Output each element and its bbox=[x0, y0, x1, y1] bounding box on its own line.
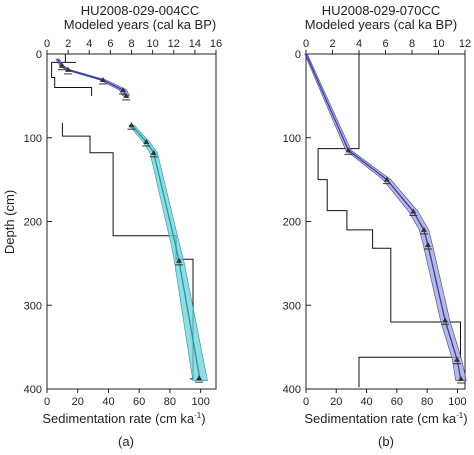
panel-b-ytick-label: 200 bbox=[283, 217, 301, 229]
panel-a-bottom-tick-label: 40 bbox=[102, 396, 114, 408]
panel-b-top-tick-label: 10 bbox=[432, 38, 444, 50]
panel-b-ytick-label: 300 bbox=[283, 300, 301, 312]
panel-a-label: (a) bbox=[118, 434, 134, 449]
panel-b-date-marker bbox=[454, 356, 461, 362]
panel-b-bottom-tick-label: 40 bbox=[360, 396, 372, 408]
panel-a-ytick-label: 0 bbox=[36, 49, 42, 61]
y-axis-label: Depth (cm) bbox=[2, 190, 17, 254]
panel-a: HU2008-029-004CC Modeled years (cal ka B… bbox=[24, 3, 222, 449]
panel-b-ytick-label: 400 bbox=[283, 384, 301, 396]
panel-b-label: (b) bbox=[378, 434, 394, 449]
panel-a-date-marker bbox=[176, 257, 183, 263]
panel-a-age-model-line-1 bbox=[131, 124, 201, 381]
panel-a-sed-rate-step bbox=[51, 54, 93, 96]
panel-a-ytick-label: 300 bbox=[24, 300, 42, 312]
panel-b-sed-rate-step bbox=[317, 54, 461, 388]
panel-b-top-tick-label: 8 bbox=[409, 38, 415, 50]
panel-a-title: HU2008-029-004CC bbox=[81, 3, 200, 18]
panel-b: HU2008-029-070CC Modeled years (cal ka B… bbox=[283, 3, 471, 449]
panel-a-bottom-tick-label: 60 bbox=[133, 396, 145, 408]
panel-b-date-marker bbox=[383, 176, 390, 182]
panel-a-date-marker bbox=[128, 122, 135, 128]
panel-a-top-tick-label: 8 bbox=[128, 38, 134, 50]
panel-b-date-marker bbox=[458, 375, 465, 381]
panel-a-age-envelope-1 bbox=[128, 124, 208, 381]
panel-b-bottom-tick-label: 100 bbox=[448, 396, 466, 408]
panel-b-top-tick-label: 12 bbox=[459, 38, 471, 50]
panel-a-sed-rate-step-lower bbox=[61, 122, 194, 380]
panel-a-date-marker bbox=[58, 62, 65, 68]
panel-a-top-tick-label: 14 bbox=[189, 38, 201, 50]
panel-a-ytick-label: 100 bbox=[24, 133, 42, 145]
panel-a-bottom-tick-label: 100 bbox=[191, 396, 209, 408]
panel-b-top-tick-label: 2 bbox=[329, 38, 335, 50]
panel-b-bottom-tick-label: 20 bbox=[330, 396, 342, 408]
panel-b-top-tick-label: 0 bbox=[303, 38, 309, 50]
panel-a-top-tick-label: 4 bbox=[86, 38, 92, 50]
panel-b-title: HU2008-029-070CC bbox=[322, 3, 441, 18]
panel-a-bottom-tick-label: 20 bbox=[72, 396, 84, 408]
panel-a-date-marker bbox=[120, 87, 127, 93]
panel-b-date-marker bbox=[420, 226, 427, 232]
panel-a-ytick-label: 200 bbox=[24, 217, 42, 229]
panel-b-ytick-label: 0 bbox=[295, 49, 301, 61]
panel-a-ytick-label: 400 bbox=[24, 384, 42, 396]
panel-a-xlabel: Sedimentation rate (cm ka-1) bbox=[42, 411, 205, 426]
panel-b-top-tick-label: 4 bbox=[356, 38, 362, 50]
panel-a-top-tick-label: 0 bbox=[44, 38, 50, 50]
panel-a-date-marker bbox=[143, 138, 150, 144]
panel-b-bottom-tick-label: 80 bbox=[421, 396, 433, 408]
panel-b-age-envelope-0 bbox=[304, 53, 467, 381]
panel-a-top-tick-label: 12 bbox=[168, 38, 180, 50]
panel-a-date-marker bbox=[123, 92, 130, 98]
panel-a-top-tick-label: 2 bbox=[65, 38, 71, 50]
panel-b-date-marker bbox=[424, 241, 431, 247]
panel-b-bottom-tick-label: 60 bbox=[391, 396, 403, 408]
panel-b-subtitle: Modeled years (cal ka BP) bbox=[305, 17, 457, 32]
panel-b-top-tick-label: 6 bbox=[382, 38, 388, 50]
panel-a-top-tick-label: 10 bbox=[147, 38, 159, 50]
panel-a-date-marker bbox=[65, 66, 72, 72]
panel-a-top-tick-label: 6 bbox=[107, 38, 113, 50]
panel-b-bottom-tick-label: 0 bbox=[303, 396, 309, 408]
panel-a-bottom-tick-label: 80 bbox=[164, 396, 176, 408]
panel-a-date-marker bbox=[196, 375, 203, 381]
panel-a-bottom-tick-label: 0 bbox=[44, 396, 50, 408]
panel-a-date-marker bbox=[150, 149, 157, 155]
panel-a-top-tick-label: 16 bbox=[210, 38, 222, 50]
panel-a-date-marker bbox=[99, 76, 106, 82]
panel-b-date-marker bbox=[442, 317, 449, 323]
panel-a-subtitle: Modeled years (cal ka BP) bbox=[64, 17, 216, 32]
panel-b-xlabel: Sedimentation rate (cm ka-1) bbox=[304, 411, 467, 426]
panel-b-ytick-label: 100 bbox=[283, 133, 301, 145]
panel-b-date-marker bbox=[345, 147, 352, 153]
panel-b-date-marker bbox=[410, 208, 417, 214]
